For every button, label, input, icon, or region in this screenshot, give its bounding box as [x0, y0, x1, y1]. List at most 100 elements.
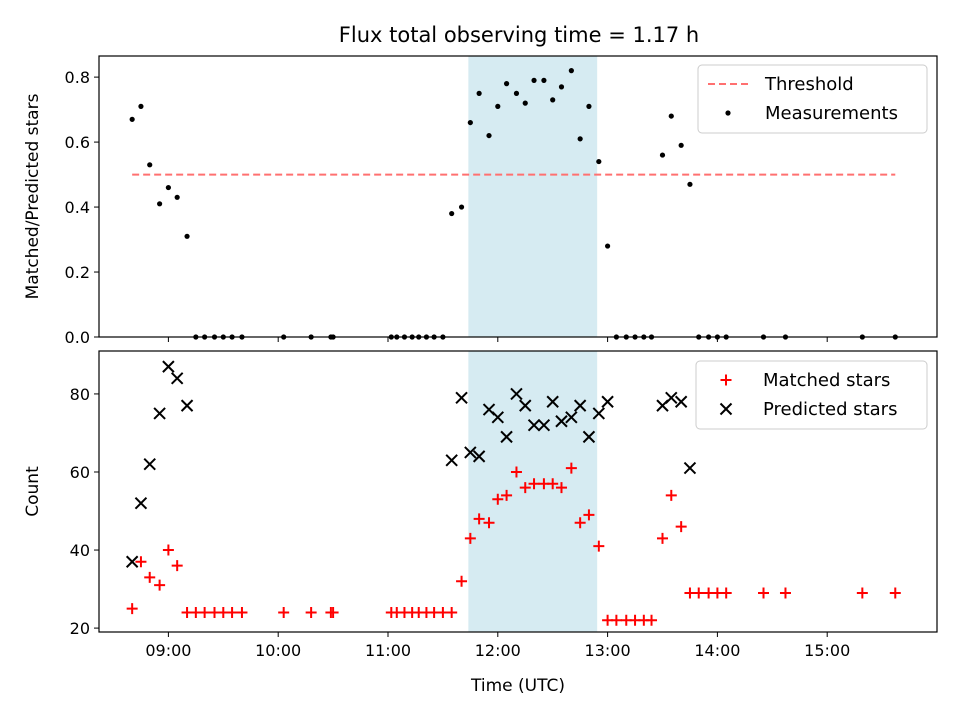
predicted-point [573, 399, 587, 412]
y-tick-label: 80 [70, 385, 90, 404]
legend-marker [719, 402, 733, 416]
predicted-point [180, 399, 194, 412]
x-tick-label: 14:00 [694, 641, 740, 660]
matched-point [547, 478, 559, 490]
matched-point [226, 606, 238, 618]
data-point [596, 158, 602, 165]
data-point [568, 68, 574, 74]
x-tick-label: 12:00 [475, 641, 521, 660]
legend-label: Predicted stars [763, 399, 897, 420]
matched-point [456, 575, 468, 587]
data-point [513, 90, 520, 96]
data-point [687, 181, 693, 187]
matched-point [171, 560, 183, 572]
matched-point [135, 556, 147, 568]
predicted-point [491, 411, 505, 424]
observing-window [468, 56, 598, 337]
matched-point [492, 493, 504, 505]
matched-point [565, 462, 577, 474]
count-panel: 20 40 60 80 09:00 10:00 11:00 12:00 13:00 14:00 15… [23, 350, 938, 696]
x-tick-label: 09:00 [145, 641, 191, 660]
data-point [577, 136, 583, 142]
legend-marker [725, 110, 731, 116]
matched-point [856, 587, 868, 599]
predicted-point [445, 454, 458, 467]
observing-window [468, 351, 598, 632]
matched-point [519, 482, 531, 494]
matched-point [501, 489, 513, 501]
data-point [659, 152, 666, 158]
predicted-point [537, 418, 551, 432]
matched-point [162, 544, 174, 556]
legend-label: Measurements [765, 103, 898, 124]
predicted-point [582, 430, 596, 444]
matched-point [693, 587, 705, 599]
data-point [558, 84, 565, 90]
matched-point [126, 603, 138, 615]
data-point [486, 132, 492, 139]
matched-point [327, 606, 339, 618]
predicted-point [472, 450, 486, 463]
legend-label: Matched stars [763, 370, 890, 391]
matched-point [889, 587, 901, 599]
predicted-point [555, 415, 568, 428]
axes-frame [98, 55, 938, 338]
matched-point [483, 517, 495, 529]
series-predicted-stars [125, 360, 697, 568]
predicted-point [510, 387, 523, 401]
data-point [449, 210, 455, 217]
matched-point [593, 540, 605, 552]
data-point [541, 77, 547, 83]
predicted-point [162, 360, 175, 373]
ratio-panel: 0.0 0.2 0.4 0.6 0.8 Matched/Predicted stars Th… [23, 55, 938, 347]
y-tick-label: 60 [70, 463, 90, 482]
matched-point [720, 587, 732, 599]
predicted-point [565, 411, 578, 424]
predicted-point [125, 555, 139, 568]
matched-point [464, 532, 476, 544]
predicted-point [170, 372, 184, 385]
matched-point [473, 513, 485, 525]
x-tick-label: 15:00 [804, 641, 850, 660]
matched-point [199, 606, 211, 618]
matched-point [675, 521, 687, 533]
y-tick-label: 0.8 [65, 68, 90, 87]
predicted-point [500, 430, 513, 444]
matched-point [305, 606, 317, 618]
matched-point [555, 482, 567, 494]
chart-title: Flux total observing time = 1.17 h [339, 23, 699, 47]
legend-box [697, 64, 928, 134]
data-point [467, 119, 473, 126]
matched-point [278, 606, 290, 618]
legend: Threshold Measurements [697, 64, 928, 134]
predicted-point [683, 461, 697, 475]
matched-point [528, 478, 540, 490]
x-tick-label: 10:00 [255, 641, 301, 660]
data-point [522, 100, 528, 106]
data-point [147, 162, 153, 168]
y-axis-label: Matched/Predicted stars [23, 93, 43, 299]
matched-point [236, 606, 248, 618]
matched-point [758, 587, 770, 599]
data-point [165, 184, 171, 191]
matched-point [779, 587, 791, 599]
data-point [174, 194, 180, 200]
matched-point [510, 466, 522, 478]
matched-point [646, 614, 658, 626]
y-tick-label: 0.2 [65, 263, 90, 282]
data-point [531, 77, 537, 83]
predicted-point [455, 391, 468, 405]
legend-box [695, 360, 928, 430]
predicted-point [546, 395, 559, 408]
matched-point [665, 489, 677, 501]
data-point [157, 201, 163, 207]
y-tick-label: 20 [70, 619, 90, 638]
series-measurements [129, 68, 898, 340]
predicted-point [519, 399, 532, 412]
predicted-point [134, 497, 148, 510]
predicted-point [464, 446, 477, 459]
matched-point [446, 606, 458, 618]
y-axis-label: Count [23, 466, 43, 517]
data-point [604, 243, 611, 249]
